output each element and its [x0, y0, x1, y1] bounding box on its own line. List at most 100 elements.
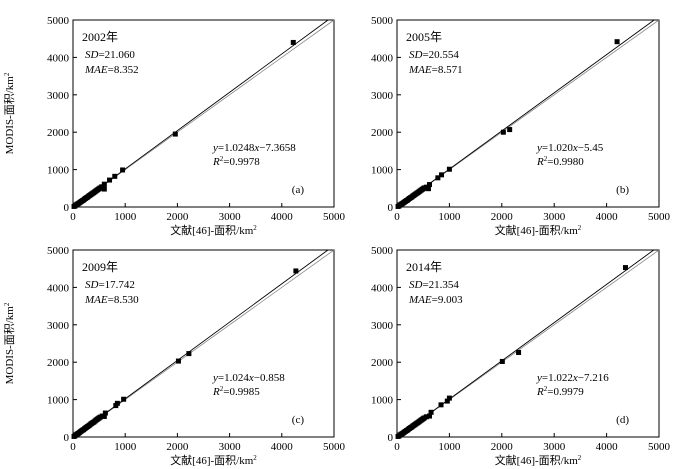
panel-label: (b)	[616, 184, 629, 196]
y-tick-label: 4000	[371, 52, 394, 64]
plot-frame	[72, 19, 335, 208]
sd-stat: SD=21.060	[85, 49, 135, 61]
sd-stat: SD=17.742	[85, 279, 135, 291]
y-tick-label: 4000	[371, 282, 394, 294]
data-point	[120, 167, 126, 173]
y-tick-label: 2000	[371, 357, 394, 369]
fit-equation: y=1.020x−5.45	[536, 142, 604, 154]
y-tick-label: 1000	[47, 165, 70, 177]
r-squared: R2=0.9979	[536, 385, 584, 398]
x-axis-label: 文献[46]-面积/km2	[170, 223, 257, 237]
x-tick-label: 1000	[114, 211, 137, 223]
y-tick-label: 5000	[371, 245, 394, 257]
y-tick-label: 0	[388, 432, 394, 444]
sd-stat: SD=21.354	[409, 279, 459, 291]
data-point	[439, 172, 445, 178]
y-axis-label: MODIS-面积/km2	[3, 72, 16, 154]
x-tick-label: 2000	[166, 211, 189, 223]
x-tick-label: 1000	[114, 441, 137, 453]
x-tick-label: 3000	[543, 441, 566, 453]
data-point	[438, 402, 444, 408]
panel-label: (d)	[616, 414, 629, 426]
data-point	[107, 177, 113, 183]
y-tick-label: 3000	[47, 320, 70, 332]
data-point	[426, 182, 432, 188]
mae-stat: MAE=8.571	[408, 64, 463, 76]
x-tick-label: 0	[70, 441, 76, 453]
data-point	[172, 131, 178, 137]
x-tick-label: 4000	[596, 211, 619, 223]
data-point	[101, 181, 107, 187]
y-tick-label: 1000	[47, 395, 70, 407]
data-point	[425, 186, 431, 192]
y-tick-label: 5000	[47, 15, 70, 27]
panel-label: (c)	[292, 414, 305, 426]
data-point	[507, 127, 513, 133]
x-tick-label: 3000	[219, 441, 242, 453]
data-point	[446, 166, 452, 172]
data-point	[102, 410, 108, 416]
year-label: 2005年	[406, 30, 442, 44]
data-point	[101, 186, 107, 192]
data-point	[186, 351, 192, 357]
data-point	[499, 358, 505, 364]
mae-stat: MAE=9.003	[408, 294, 463, 306]
y-tick-label: 5000	[371, 15, 394, 27]
y-tick-label: 4000	[47, 52, 70, 64]
data-point	[426, 413, 432, 419]
x-tick-label: 5000	[323, 211, 346, 223]
y-tick-label: 0	[388, 202, 394, 214]
x-tick-label: 2000	[491, 211, 514, 223]
data-point	[114, 400, 120, 406]
data-point	[500, 129, 506, 135]
x-tick-label: 3000	[543, 211, 566, 223]
y-tick-label: 2000	[47, 357, 70, 369]
data-point	[614, 39, 620, 45]
mae-stat: MAE=8.530	[84, 294, 139, 306]
data-point	[175, 358, 181, 364]
x-tick-label: 0	[394, 441, 400, 453]
x-tick-label: 3000	[219, 211, 242, 223]
r-squared: R2=0.9978	[212, 155, 260, 168]
x-tick-label: 5000	[648, 441, 671, 453]
data-point	[435, 175, 441, 181]
data-point	[99, 184, 105, 190]
panel-c: 0 1000 2000 3000 4000 5000 0 1000 2000 3000 4000 50…	[3, 245, 346, 467]
fit-equation: y=1.0248x−7.3658	[212, 142, 296, 154]
y-tick-label: 0	[64, 202, 70, 214]
y-tick-label: 1000	[371, 395, 394, 407]
x-tick-label: 0	[70, 211, 76, 223]
x-tick-label: 2000	[491, 441, 514, 453]
y-tick-label: 2000	[47, 127, 70, 139]
year-label: 2014年	[406, 260, 442, 274]
x-axis-label: 文献[46]-面积/km2	[495, 453, 582, 467]
x-tick-label: 0	[394, 211, 400, 223]
data-point	[121, 396, 127, 402]
data-point	[516, 349, 522, 355]
fit-equation: y=1.022x−7.216	[536, 372, 609, 384]
plot-frame	[396, 249, 660, 438]
data-point	[622, 265, 628, 271]
r-squared: R2=0.9980	[536, 155, 584, 168]
x-tick-label: 1000	[438, 211, 461, 223]
y-tick-label: 4000	[47, 282, 70, 294]
r-squared: R2=0.9985	[212, 385, 260, 398]
y-tick-label: 3000	[371, 320, 394, 332]
panel-a: 0 1000 2000 3000 4000 5000 0 1000 2000 3000 4000 50…	[3, 15, 346, 237]
x-tick-label: 5000	[648, 211, 671, 223]
y-tick-label: 3000	[47, 90, 70, 102]
year-label: 2002年	[82, 30, 118, 44]
fit-equation: y=1.024x−0.858	[212, 372, 285, 384]
y-tick-label: 3000	[371, 90, 394, 102]
data-point	[112, 173, 118, 179]
panel-d: 0 1000 2000 3000 4000 5000 0 1000 2000 3000 4000 50…	[371, 245, 671, 467]
sd-stat: SD=20.554	[409, 49, 459, 61]
y-tick-label: 2000	[371, 127, 394, 139]
data-point	[423, 414, 429, 420]
x-tick-label: 4000	[271, 441, 294, 453]
plot-frame	[72, 249, 335, 438]
data-point	[290, 39, 296, 45]
x-tick-label: 1000	[438, 441, 461, 453]
data-point	[101, 413, 107, 419]
year-label: 2009年	[82, 260, 118, 274]
